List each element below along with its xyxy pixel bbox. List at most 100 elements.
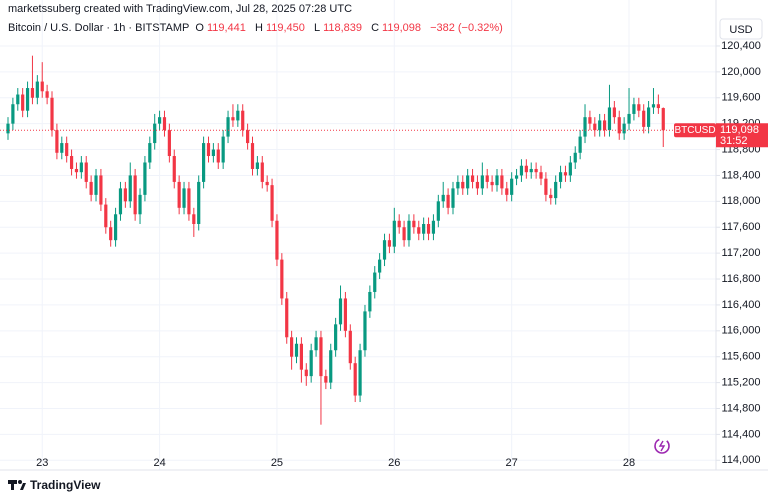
candle-body <box>524 165 528 173</box>
y-tick-label: 116,400 <box>722 299 761 311</box>
candle-body <box>382 240 387 260</box>
ohlc-c: C 119,098 <box>371 22 424 34</box>
candle-body <box>637 104 641 111</box>
candle-body <box>231 117 235 121</box>
candle-body <box>485 175 489 182</box>
candle-body <box>157 117 162 124</box>
candle-body <box>148 143 152 163</box>
candle-body <box>55 130 59 153</box>
candle-body <box>519 165 524 176</box>
candle-body <box>431 220 436 234</box>
candle-body <box>646 107 651 127</box>
candle-body <box>50 97 54 131</box>
ohlc-value: 119,450 <box>265 22 305 34</box>
y-tick-label: 114,400 <box>722 428 761 440</box>
candle-body <box>25 88 30 111</box>
candle-body <box>426 223 431 234</box>
price-tag <box>716 123 768 148</box>
candle-body <box>99 175 103 205</box>
y-tick-label: 114,800 <box>722 402 761 414</box>
candle-body <box>656 104 660 109</box>
candle-body <box>69 156 74 169</box>
candle-body <box>422 223 426 234</box>
candle-body <box>314 337 318 351</box>
candle-body <box>206 143 211 157</box>
x-tick-label: 23 <box>36 457 48 469</box>
candle-body <box>35 81 39 98</box>
price-tag-countdown: 31:52 <box>720 135 748 147</box>
candle-body <box>143 162 147 195</box>
candle-body <box>192 214 196 224</box>
candle-body <box>6 123 10 134</box>
ohlc-o: O 119,441 <box>195 22 249 34</box>
candle-body <box>378 259 382 273</box>
candle-body <box>461 181 465 189</box>
candle-body <box>202 143 206 182</box>
candle-body <box>104 204 108 228</box>
candle-body <box>128 175 132 202</box>
y-tick-label: 115,600 <box>722 351 761 363</box>
candle-body <box>285 298 289 338</box>
candle-body <box>407 220 411 241</box>
candle-body <box>612 107 616 118</box>
y-tick-label: 119,600 <box>722 92 761 104</box>
candle-body <box>40 81 44 92</box>
candle-body <box>578 136 582 153</box>
candle-body <box>94 175 98 195</box>
grid <box>0 0 716 470</box>
candle-body <box>133 175 137 215</box>
candle-body <box>275 220 279 260</box>
candle-body <box>598 120 602 131</box>
candle-body <box>387 240 392 247</box>
candle-body <box>45 91 49 98</box>
candle-body <box>343 298 348 331</box>
x-tick-label: 26 <box>388 457 400 469</box>
candle-body <box>89 181 93 195</box>
ohlc-label: O <box>195 22 204 34</box>
candle-body <box>558 172 563 182</box>
y-tick-label: 115,200 <box>722 377 761 389</box>
candle-body <box>568 162 572 176</box>
candle-body <box>441 194 445 202</box>
candle-body <box>642 110 646 127</box>
candle-body <box>470 175 475 182</box>
ohlc-value: 119,098 <box>382 22 421 34</box>
y-tick-label: 120,400 <box>721 40 761 52</box>
candle-body <box>554 181 558 199</box>
candle-body <box>60 143 64 153</box>
candle-body <box>466 175 470 189</box>
candle-body <box>216 149 220 163</box>
currency-box[interactable] <box>719 18 763 40</box>
candle-body <box>162 117 167 131</box>
candle-body <box>177 181 181 208</box>
x-tick-label: 27 <box>506 457 518 469</box>
candle-body <box>329 350 333 383</box>
candle-body <box>446 194 450 208</box>
candle-body <box>607 107 612 131</box>
candle-body <box>113 214 118 241</box>
candle-body <box>368 291 372 312</box>
candle-body <box>226 117 230 137</box>
candle-body <box>16 94 20 105</box>
candle-body <box>109 227 113 241</box>
candle-body <box>153 123 157 144</box>
candle-body <box>236 110 240 121</box>
candle-body <box>529 168 533 173</box>
credit: marketssuberg created with TradingView.c… <box>8 3 353 15</box>
candle-body <box>417 227 421 234</box>
x-tick-label: 24 <box>153 457 165 469</box>
footer-brand: TradingView <box>30 478 101 492</box>
candle-body <box>480 175 484 189</box>
refresh-icon[interactable] <box>654 438 670 454</box>
candle-body <box>348 330 352 364</box>
candle-body <box>495 175 499 186</box>
candle-body <box>456 181 460 189</box>
symbol-tag-label: BTCUSD <box>674 125 715 136</box>
y-tick-label: 118,400 <box>722 169 761 181</box>
candle-body <box>84 162 88 182</box>
candle-body <box>241 110 245 131</box>
candle-body <box>250 143 255 169</box>
y-tick-label: 117,200 <box>722 247 761 259</box>
